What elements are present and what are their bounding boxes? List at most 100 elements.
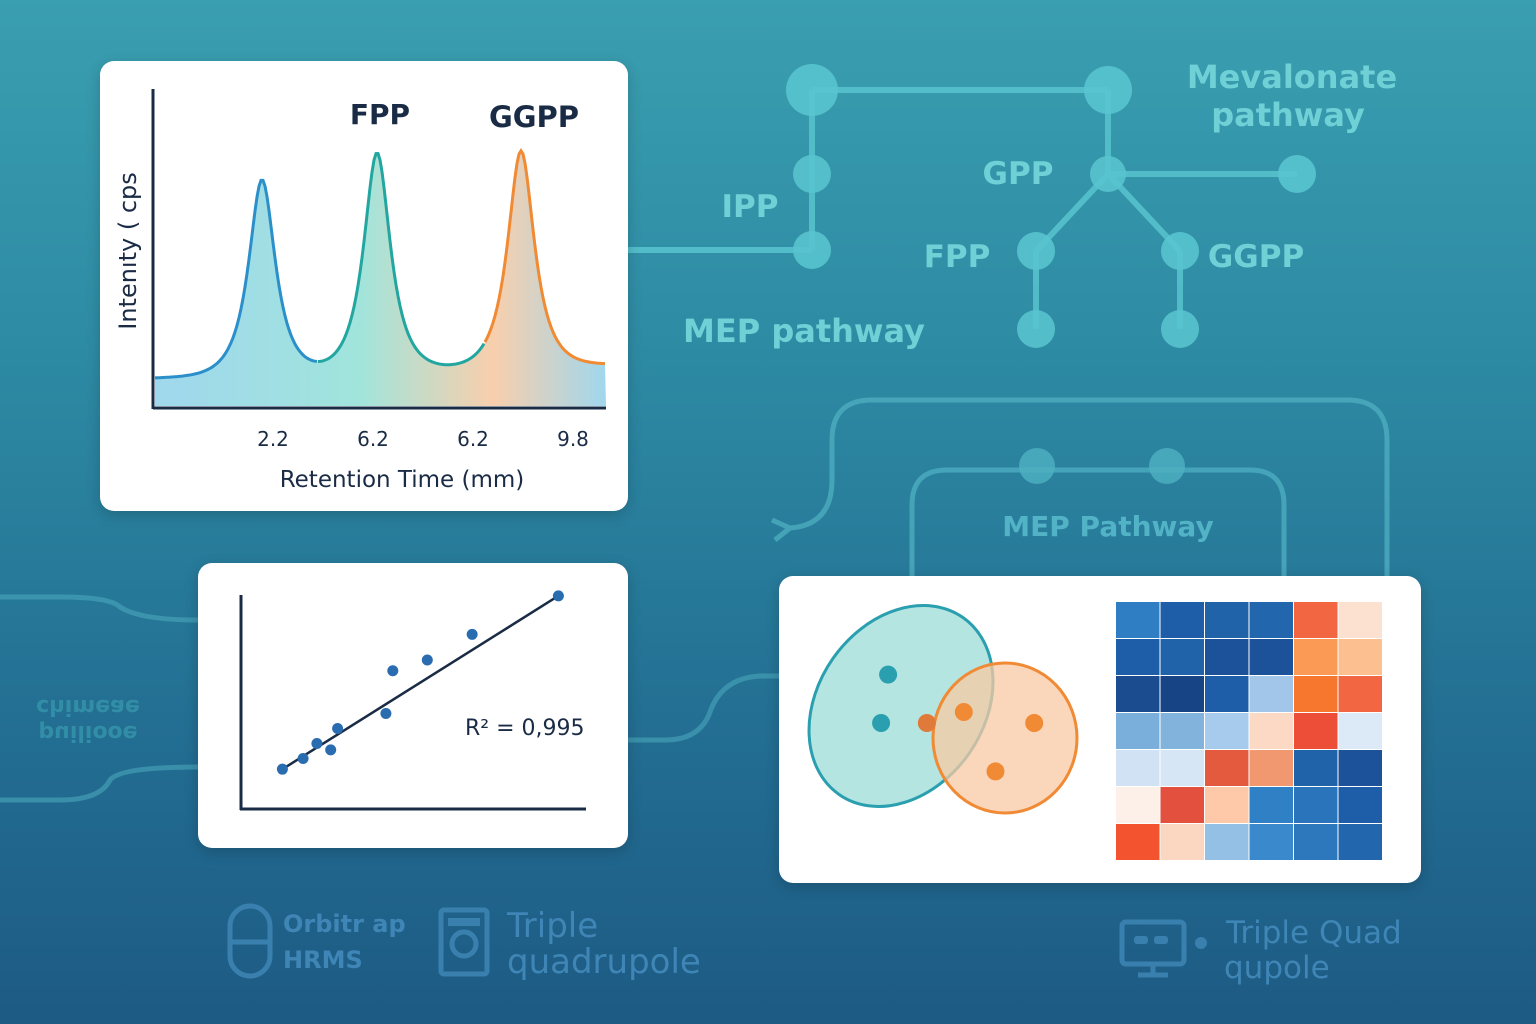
heatmap-cell [1249,639,1293,675]
heatmap-cell [1294,787,1338,823]
heatmap-cell [1205,602,1249,638]
trendline [281,594,560,771]
cluster-point [954,703,973,721]
chromatogram-chart: Intenıty ( cps Retention Time (mm) 2.2 6… [114,89,606,493]
cluster-point [872,714,891,732]
heatmap-cell [1294,676,1338,712]
mep-pathway-label: MEP pathway [683,312,925,350]
chromatogram-trace [317,151,486,367]
triple-quadrupole-label-2: quadrupole [507,942,701,982]
heatmap-cell [1116,824,1160,860]
r-squared-annotation: R² = 0,995 [465,716,585,741]
heatmap-cell [1116,602,1160,638]
mevalonate-label: Mevalonate [1187,58,1397,96]
pathway-node [1149,448,1185,484]
ipp-label: IPP [722,189,779,225]
data-point [297,752,309,764]
pathway-node [1019,448,1055,484]
triple-quad-label-2: qupole [1224,950,1330,986]
chromatogram-panel: Intenıty ( cps Retention Time (mm) 2.2 6… [100,61,628,511]
pathway-node [1161,232,1199,270]
heatmap-cell [1294,750,1338,786]
peak-label-ggpp: GGPP [489,100,579,134]
heatmap-cell [1160,639,1204,675]
pathway-node [1161,310,1199,348]
monitor-icon [1119,919,1187,967]
mevalonate-label-2: pathway [1211,96,1365,134]
cluster-point [1025,714,1044,732]
triple-quadrupole-label: Triple [506,906,598,946]
mep-pathway-loop-label: MEP Pathway [1002,510,1213,543]
x-tick-label: 2.2 [257,427,289,451]
hrms-label: HRMS [283,946,363,974]
heatmap-cell [1338,602,1382,638]
heatmap-cell [1338,639,1382,675]
heatmap-cell [1205,750,1249,786]
chromatogram-trace [154,178,318,380]
x-tick-label: 9.8 [557,427,589,451]
pathway-node [1278,155,1316,193]
data-point [311,738,323,749]
cluster-ellipse-orange [931,661,1079,815]
data-point [325,744,337,756]
heatmap-cell [1338,750,1382,786]
quadrupole-icon [438,907,490,977]
heatmap-cell [1249,602,1293,638]
heatmap-cell [1116,750,1160,786]
heatmap-cell [1338,676,1382,712]
peak-label-fpp: FPP [350,98,410,131]
fpp-label: FPP [924,239,991,275]
heatmap-cell [1160,676,1204,712]
heatmap-cell [1160,713,1204,749]
y-axis-label: Intenıty ( cps [114,172,142,330]
calibration-panel: R² = 0,995 [198,563,628,848]
heatmap-cell [1116,676,1160,712]
data-point [332,723,344,735]
x-axis-label: Retention Time (mm) [280,467,525,493]
pathway-node [1084,66,1132,114]
heatmap-cell [1205,824,1249,860]
heatmap-cell [1249,750,1293,786]
data-point [421,654,433,666]
calibration-chart: R² = 0,995 [239,590,586,811]
heatmap-cell [1338,824,1382,860]
data-point [276,763,288,775]
heatmap-cell [1294,639,1338,675]
heatmap-cell [1116,713,1160,749]
heatmap-cell [1294,602,1338,638]
heatmap-cell [1249,787,1293,823]
mirrored-label-2: puiliooe [38,720,137,745]
heatmap-cell [1249,713,1293,749]
multivariate-chart [807,602,1382,860]
heatmap-cell [1160,824,1204,860]
data-point [552,590,564,602]
heatmap-cell [1338,787,1382,823]
heatmap-cell [1205,787,1249,823]
pathway-node [793,231,831,269]
multivariate-panel [779,576,1421,883]
data-point [387,665,399,677]
orbitrap-label: Orbitr ap [283,910,406,938]
pathway-node [1017,232,1055,270]
heatmap-cell [1160,750,1204,786]
heatmap-cell [1338,713,1382,749]
pathway-node [1017,310,1055,348]
chromatogram-trace [483,147,606,366]
data-point [466,628,478,640]
heatmap-cell [1249,824,1293,860]
ggpp-label: GGPP [1208,239,1304,275]
heatmap-cell [1205,639,1249,675]
pathway-node [793,155,831,193]
heatmap-cell [1160,602,1204,638]
data-point [380,708,392,720]
chromatogram-area [155,150,606,406]
pathway-node [786,64,838,116]
heatmap-cell [1205,676,1249,712]
heatmap-cell [1294,713,1338,749]
heatmap-cell [1294,824,1338,860]
cluster-point [917,714,936,732]
heatmap-cell [1116,787,1160,823]
pathway-node [1090,156,1126,192]
x-tick-label: 6.2 [357,427,389,451]
